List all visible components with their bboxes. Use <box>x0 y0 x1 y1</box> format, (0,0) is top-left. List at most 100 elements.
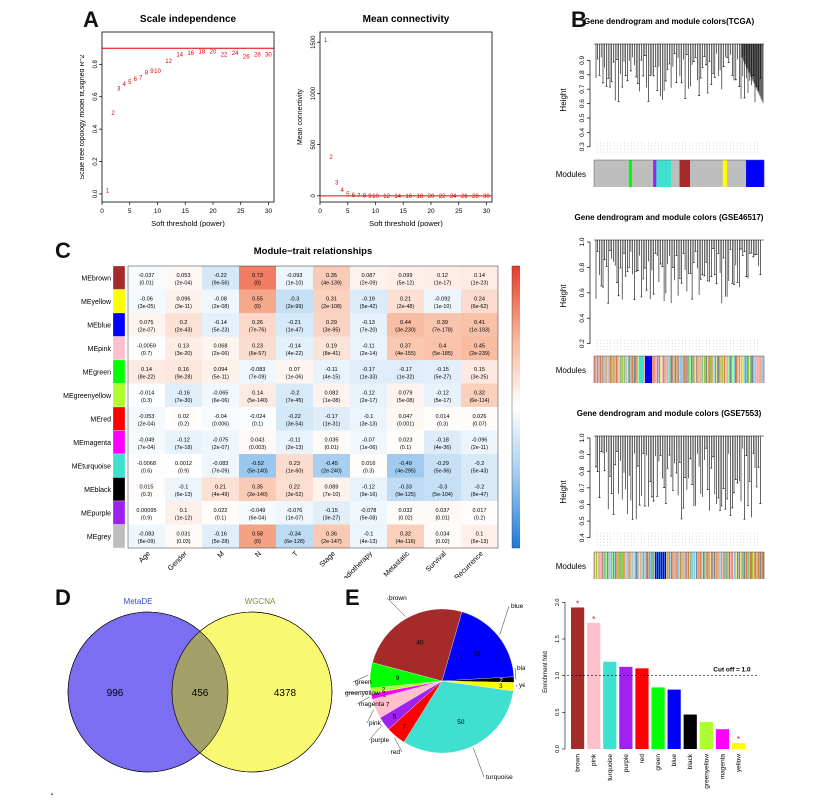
module-color-stripe <box>616 552 618 579</box>
heatmap-cell-pvalue: (9e-125) <box>395 492 416 498</box>
heatmap-cell-value: -0.19 <box>362 296 375 302</box>
heatmap-cell-value: 0.35 <box>252 484 263 490</box>
module-bar-frame <box>593 159 765 187</box>
module-color-stripe <box>705 356 707 383</box>
module-color-stripe <box>609 356 611 383</box>
module-color-stripe <box>709 356 711 383</box>
heatmap-cell-pvalue: (6e-114) <box>470 398 490 404</box>
module-color-swatch <box>112 453 126 478</box>
modules-label: Modules <box>556 366 586 375</box>
module-color-stripe <box>719 552 721 579</box>
power-point-label: 22 <box>439 194 446 200</box>
module-color-stripe <box>595 552 597 579</box>
module-color-stripe <box>734 356 736 383</box>
module-color-stripe <box>705 552 707 579</box>
heatmap-cell-value: -0.21 <box>288 320 301 326</box>
heatmap-cell-pvalue: (7e-04) <box>138 445 156 451</box>
module-color-stripe <box>677 552 679 579</box>
module-color-stripe <box>702 552 704 579</box>
heatmap-cell <box>350 430 387 454</box>
module-color-stripe <box>731 356 733 383</box>
module-color-stripe <box>693 356 695 383</box>
heatmap-cell-value: -0.52 <box>251 461 264 467</box>
module-color-stripe <box>723 356 725 383</box>
module-color-stripe <box>632 552 634 579</box>
module-color-stripe <box>744 356 746 383</box>
heatmap-cell-value: -0.12 <box>362 484 375 490</box>
module-color-stripe <box>669 356 671 383</box>
module-color-stripe <box>596 552 598 579</box>
y-tick-label: 0.3 <box>579 142 586 151</box>
module-color-stripe <box>601 552 603 579</box>
heatmap-cell-pvalue: (1e-23) <box>471 280 489 286</box>
heatmap-cell-pvalue: (5e-140) <box>247 468 268 474</box>
heatmap-cell-pvalue: (5e-43) <box>471 468 489 474</box>
heatmap-cell <box>313 266 350 290</box>
plot-title: Scale independence <box>140 14 237 25</box>
module-color-stripe <box>635 552 637 579</box>
module-color-stripe <box>729 552 731 579</box>
module-color-stripe <box>664 552 666 579</box>
module-color-stripe <box>756 356 758 383</box>
heatmap-cell <box>202 289 239 313</box>
module-color-stripe <box>734 552 736 579</box>
module-color-stripe <box>752 552 754 579</box>
heatmap-cell <box>461 266 498 290</box>
heatmap-cell <box>313 477 350 501</box>
heatmap-row-label: MEgrey <box>87 534 112 541</box>
module-color-stripe <box>652 356 654 383</box>
heatmap-cell-value: -0.049 <box>139 437 155 443</box>
module-color-stripe <box>692 552 694 579</box>
module-color-stripe <box>735 552 737 579</box>
module-color-stripe <box>677 356 679 383</box>
heatmap-cell-pvalue: (0.01) <box>324 445 338 451</box>
heatmap-cell-value: 0.026 <box>473 414 487 420</box>
pie-slice-value: 3 <box>499 683 503 690</box>
heatmap-cell <box>461 313 498 337</box>
heatmap-cell-value: 0.07 <box>289 367 300 373</box>
leaf-guides <box>596 339 758 350</box>
module-color-stripe <box>680 356 682 383</box>
dendrogram-title: Gene dendrogram and module colors(TCGA) <box>584 17 755 26</box>
heatmap-cell <box>239 477 276 501</box>
heatmap-cell-pvalue: (2e-06) <box>212 351 230 357</box>
module-color-stripe <box>732 356 734 383</box>
module-color-stripe <box>721 356 723 383</box>
module-color-stripe <box>687 552 689 579</box>
module-color-stripe <box>606 552 608 579</box>
module-color-stripe <box>757 356 759 383</box>
heatmap-cell-pvalue: (2e-140) <box>247 492 268 498</box>
module-color-swatch <box>112 312 126 337</box>
module-color-stripe <box>756 552 758 579</box>
module-color-stripe <box>748 356 750 383</box>
heatmap-cell-pvalue: (6e-04) <box>249 515 267 521</box>
module-bar-frame <box>593 551 765 579</box>
module-color-stripe <box>690 552 692 579</box>
heatmap-cell-value: 0.0012 <box>175 461 192 467</box>
module-color-stripe <box>717 552 719 579</box>
heatmap-cell <box>239 524 276 548</box>
y-tick-label: 0.2 <box>93 157 99 166</box>
heatmap-cell <box>387 524 424 548</box>
heatmap-cell-value: -0.014 <box>139 390 155 396</box>
module-color-stripe <box>687 356 689 383</box>
heatmap-cell-value: 0.017 <box>473 508 487 514</box>
power-point-label: 6 <box>134 77 138 83</box>
module-color-stripe <box>598 552 600 579</box>
heatmap-cell <box>128 477 165 501</box>
heatmap-cell-value: -0.15 <box>325 508 338 514</box>
heatmap-cell-value: 0.043 <box>251 437 265 443</box>
pie-slice-value: 50 <box>457 719 465 726</box>
modules-label: Modules <box>556 562 586 571</box>
heatmap-cell <box>313 289 350 313</box>
heatmap-cell-value: -0.13 <box>362 320 375 326</box>
heatmap-cell <box>424 454 461 478</box>
module-color-stripe <box>674 552 676 579</box>
heatmap-cell-pvalue: (2e-43) <box>175 327 193 333</box>
heatmap-cell <box>276 266 313 290</box>
heatmap-cell-pvalue: (7e-45) <box>286 398 304 404</box>
module-color-stripe <box>754 356 756 383</box>
x-tick-label: 0 <box>318 208 322 215</box>
heatmap-cell-pvalue: (0.01) <box>139 280 153 286</box>
